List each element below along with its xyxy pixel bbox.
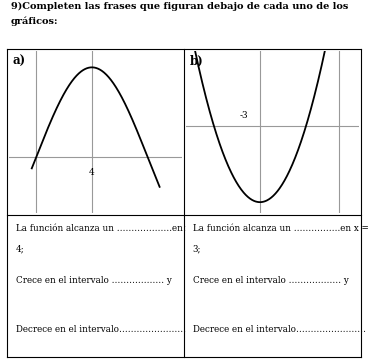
Text: 4;: 4; — [16, 244, 25, 253]
Text: La función alcanza un …………….en x = -: La función alcanza un …………….en x = - — [193, 223, 368, 232]
Text: gráficos:: gráficos: — [11, 16, 59, 26]
Text: 9)Completen las frases que figuran debajo de cada uno de los: 9)Completen las frases que figuran debaj… — [11, 2, 348, 11]
Text: Crece en el intervalo ……………… y: Crece en el intervalo ……………… y — [193, 277, 348, 285]
Text: Decrece en el intervalo……………………: Decrece en el intervalo…………………… — [193, 325, 366, 334]
Text: 3;: 3; — [193, 244, 201, 253]
Text: a): a) — [13, 55, 26, 69]
Text: 4: 4 — [89, 168, 95, 177]
Text: Crece en el intervalo ……………… y: Crece en el intervalo ……………… y — [16, 277, 172, 285]
Text: Decrece en el intervalo……………………: Decrece en el intervalo…………………… — [16, 325, 189, 334]
Text: La función alcanza un ……………….en x =: La función alcanza un ……………….en x = — [16, 223, 201, 232]
Text: b): b) — [189, 55, 203, 69]
Text: -3: -3 — [239, 111, 248, 120]
